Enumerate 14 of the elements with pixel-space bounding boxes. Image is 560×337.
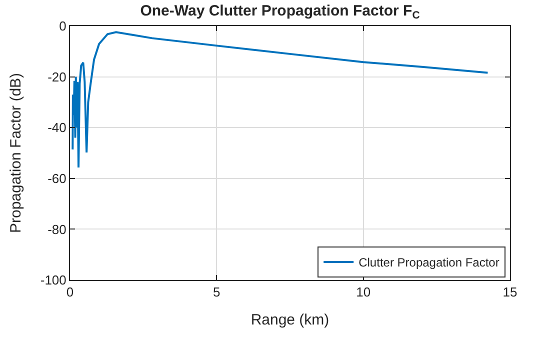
y-tick-label: 0 <box>59 18 66 34</box>
x-tick-label: 10 <box>356 284 371 300</box>
x-tick-label: 15 <box>502 284 518 300</box>
y-tick-label: -20 <box>48 69 66 84</box>
legend-label: Clutter Propagation Factor <box>358 256 500 270</box>
x-axis-title: Range (km) <box>250 312 330 329</box>
y-tick-label: -100 <box>40 272 66 288</box>
y-tick-label: -40 <box>48 120 66 136</box>
y-axis-title: Propagation Factor (dB) <box>8 72 25 234</box>
y-tick-label: -60 <box>48 170 66 186</box>
y-tick-label: -80 <box>48 222 66 237</box>
line-series <box>72 31 489 168</box>
chart-title: One-Way Clutter Propagation Factor F$_{C}$ <box>140 2 420 22</box>
x-tick-label: 5 <box>213 284 220 300</box>
